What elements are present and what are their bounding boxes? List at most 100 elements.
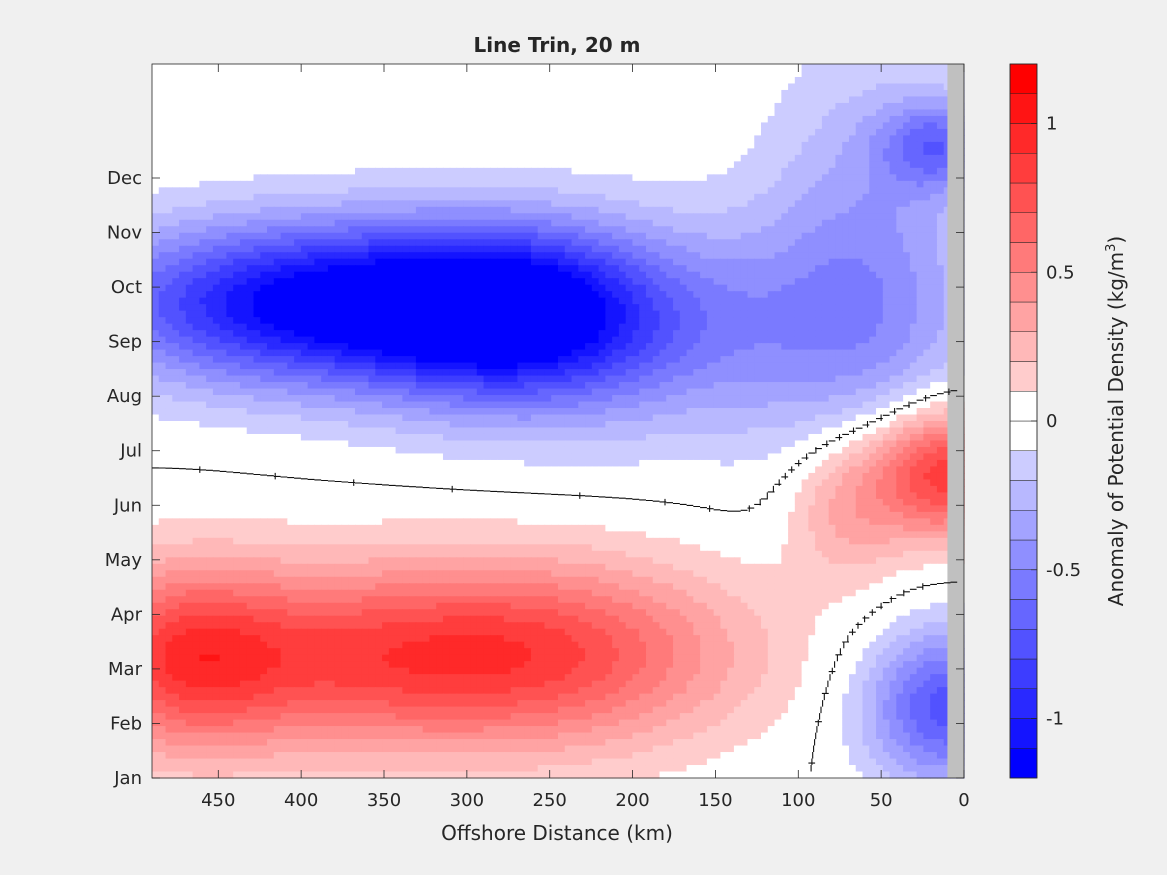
field-cell (815, 76, 823, 85)
field-cell (781, 161, 789, 169)
field-cell (206, 154, 214, 162)
field-cell (185, 161, 194, 169)
field-cell (470, 96, 478, 104)
field-cell (172, 148, 180, 156)
field-cell (862, 323, 870, 331)
field-cell (781, 323, 789, 331)
field-cell (233, 245, 241, 253)
field-cell (483, 226, 491, 234)
field-cell (219, 284, 228, 292)
field-cell (307, 115, 315, 124)
field-cell (395, 161, 403, 169)
field-cell (179, 323, 187, 331)
field-cell (848, 141, 857, 149)
field-cell (693, 323, 701, 331)
field-cell (585, 148, 593, 156)
field-cell (882, 187, 891, 195)
field-cell (158, 115, 167, 124)
field-cell (172, 89, 180, 98)
field-cell (869, 304, 877, 312)
field-cell (355, 187, 363, 195)
field-cell (889, 258, 897, 266)
field-cell (720, 258, 728, 266)
field-cell (889, 187, 897, 195)
field-cell (673, 200, 681, 208)
field-cell (442, 232, 451, 240)
field-cell (774, 154, 782, 162)
field-cell (449, 187, 458, 195)
field-cell (273, 258, 282, 266)
field-cell (686, 278, 694, 286)
field-cell (571, 180, 579, 188)
field-cell (206, 174, 214, 182)
field-cell (158, 102, 167, 111)
field-cell (206, 258, 214, 266)
field-cell (436, 154, 444, 162)
field-cell (314, 109, 322, 117)
field-cell (612, 102, 620, 111)
field-cell (943, 180, 952, 188)
field-cell (199, 96, 207, 104)
field-cell (490, 174, 498, 182)
field-cell (700, 167, 708, 175)
field-cell (720, 115, 728, 124)
field-cell (571, 239, 579, 247)
field-cell (206, 83, 214, 91)
field-cell (530, 135, 539, 143)
field-cell (761, 148, 769, 156)
field-cell (185, 265, 194, 273)
field-cell (788, 96, 796, 104)
field-cell (239, 252, 248, 260)
field-cell (896, 122, 904, 130)
field-cell (273, 291, 282, 299)
field-cell (706, 200, 715, 208)
field-cell (327, 141, 336, 149)
field-cell (219, 265, 228, 273)
field-cell (903, 310, 911, 318)
field-cell (706, 115, 715, 124)
field-cell (754, 271, 762, 279)
field-cell (740, 297, 749, 305)
field-cell (382, 109, 390, 117)
field-cell (761, 180, 769, 188)
field-cell (923, 226, 931, 234)
field-cell (585, 70, 593, 78)
field-cell (415, 323, 424, 331)
field-cell (754, 148, 762, 156)
field-cell (314, 167, 322, 175)
field-cell (801, 128, 809, 136)
field-cell (585, 297, 593, 305)
field-cell (869, 187, 877, 195)
field-cell (368, 330, 376, 338)
field-cell (253, 310, 261, 318)
field-cell (463, 245, 471, 253)
field-cell (497, 109, 505, 117)
field-cell (821, 174, 830, 182)
field-cell (788, 128, 796, 136)
field-cell (679, 245, 688, 253)
field-cell (334, 291, 343, 299)
field-cell (639, 265, 647, 273)
field-cell (334, 102, 343, 111)
field-cell (429, 304, 437, 312)
field-cell (632, 128, 640, 136)
field-cell (307, 76, 315, 85)
field-cell (158, 206, 167, 214)
field-cell (537, 245, 546, 253)
field-cell (855, 180, 864, 188)
field-cell (645, 174, 654, 182)
field-cell (727, 161, 735, 169)
field-cell (733, 323, 742, 331)
field-cell (402, 96, 410, 104)
field-cell (733, 70, 742, 78)
field-cell (835, 154, 843, 162)
field-cell (463, 187, 471, 195)
field-cell (510, 284, 518, 292)
field-cell (300, 278, 309, 286)
field-cell (517, 128, 525, 136)
field-cell (206, 252, 214, 260)
field-cell (456, 187, 464, 195)
field-cell (409, 70, 417, 78)
field-cell (206, 115, 214, 124)
field-cell (152, 70, 160, 78)
